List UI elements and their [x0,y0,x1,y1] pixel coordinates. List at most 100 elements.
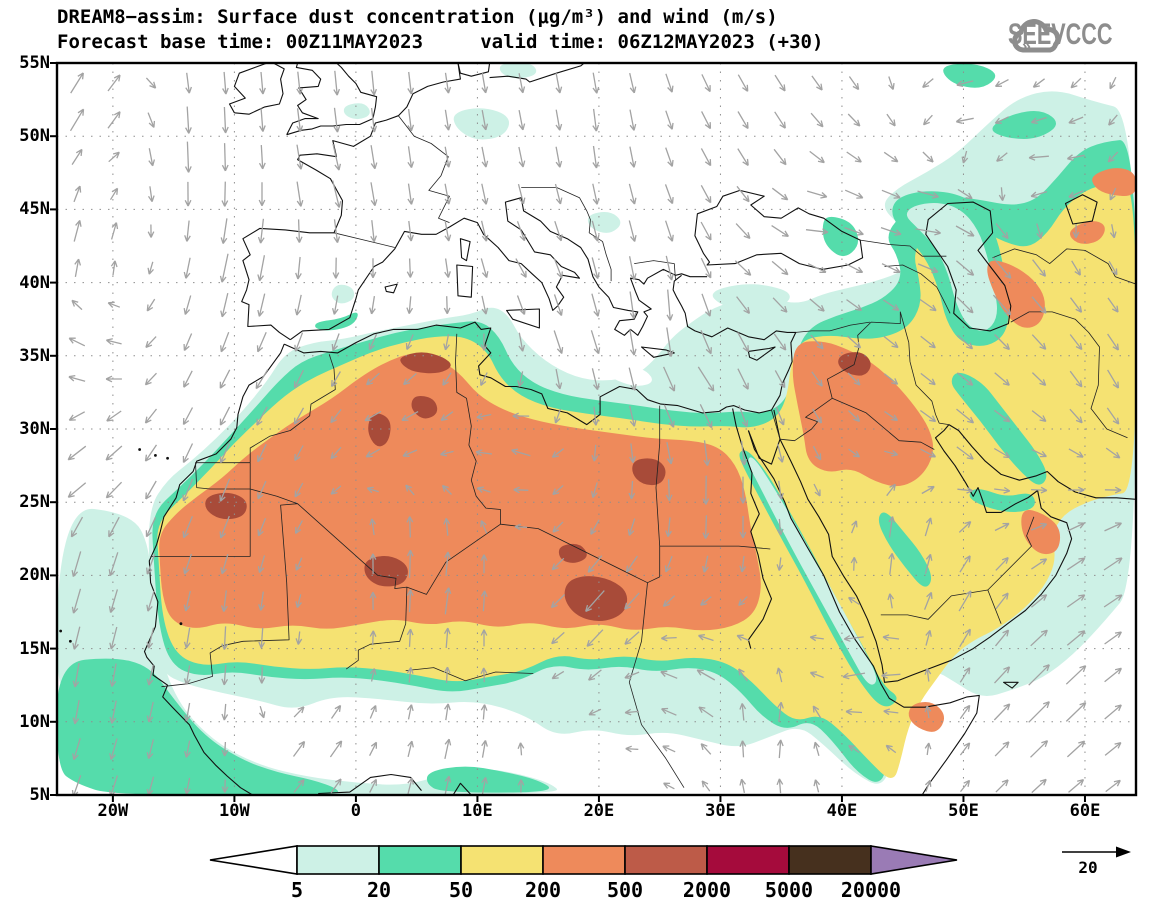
lon-label-40E: 40E [826,801,858,821]
border-algeria-ring [249,333,501,595]
cloud-icon: » [1012,19,1061,55]
colorbar-value-5: 5 [290,878,304,902]
lat-label-30N: 30N [19,419,50,439]
border-armenia-iran [884,264,951,314]
coastline-med-north-coast [289,197,708,341]
dust-region-zagros-gulf-teal [951,372,1047,485]
border-iran-turkmen-afghan [1010,311,1128,439]
lon-label-10W: 10W [219,801,250,821]
coastline-denmark-baltic [457,63,491,77]
border-egypt-sudan [659,545,771,550]
coastline-baltic-south [489,63,585,83]
lat-label-20N: 20N [19,565,50,586]
svg-text:»: » [1022,38,1031,55]
border-greece-bulgaria-turkey [634,260,676,280]
coastline-socotra [1003,681,1019,689]
dust-region-mideast-orange [792,341,934,487]
border-georgia-azerbaijan [860,239,947,257]
coastline-aral-ring [1064,194,1098,225]
colorbar-value-2000: 2000 [682,878,732,902]
coastline-corsica [459,238,471,262]
colorbar-value-500: 500 [606,878,644,902]
dust-region-sw-crete-white-lens [604,360,652,386]
dust-region-spain-cyan-patch [331,284,355,304]
coastline-north-africa-levant-turkey [283,274,797,426]
dust-region-mali-core [364,556,408,587]
coastline-cyprus [747,346,776,361]
coastline-blacksea-ring [694,189,864,270]
coastline-iran-south-coast [948,424,1136,500]
colorbar-segment-2000 [706,845,790,875]
lon-label-0: 0 [350,801,362,821]
colorbar [209,845,958,875]
border-iran-iraq [908,342,949,425]
border-morocco-algeria [249,354,336,463]
colorbar-value-50: 50 [448,878,474,902]
coastline-sinai [747,409,781,465]
coastline-sardinia [456,264,474,298]
wind-reference [1062,846,1131,858]
border-france-germany-italy [398,115,450,223]
dust-region-arabia-teal-diagonal [878,512,932,587]
lat-label-40N: 40N [19,272,50,293]
coastline-gb-west [286,63,322,135]
lon-label-20W: 20W [97,801,129,821]
coastline-crete [640,346,675,358]
border-mali-mauritania [161,503,298,688]
dust-region-serbia-cyan-patch [587,212,621,233]
dust-region-somalia-orange [908,702,945,732]
border-turkey-syria [795,321,870,333]
dust-region-ne-teal-patch [992,111,1056,139]
colorbar-segment-20 [378,845,462,875]
seevccc-logo: » SEEVCCC [1008,18,1153,55]
dust-region-east-caspian-orange [987,260,1045,328]
wind-reference-label: 20 [1078,858,1098,877]
dust-region-north-algeria-core [400,352,451,374]
coastline-iberia-france-north [241,63,461,341]
colorbar-segment-5 [296,845,380,875]
border-egypt-israel [771,409,781,440]
coastline-ireland-east [234,63,285,115]
lat-label-10N: 10N [19,711,50,732]
colorbar-segment-500 [624,845,708,875]
chart-subtitle: Forecast base time: 00Z11MAY2023 valid t… [57,31,824,53]
dust-region-germany-cyan-patch [453,108,510,140]
coastline-sicily [506,308,540,329]
dust-region-oman-orange [1021,510,1061,555]
lon-label-10E: 10E [462,801,493,821]
dust-region-top-teal-patch [943,63,996,88]
lon-label-60E: 60E [1069,801,1101,821]
lat-label-25N: 25N [19,492,50,513]
colorbar-value-5000: 5000 [764,878,814,902]
border-saudi-yemen-oman [880,589,1002,624]
dust-region-tibesti-core [558,543,587,563]
coastline-mallorca [384,283,398,294]
wind-arrows [67,70,1123,795]
dust-region-kazakh-orange-spot [1070,221,1105,244]
lat-label-15N: 15N [19,638,50,659]
border-chad-sudan [628,582,685,788]
colorbar-value-200: 200 [524,878,562,902]
border-oman-uae [987,516,1035,591]
colorbar-segment-50 [460,845,544,875]
lat-label-5N: 5N [29,785,50,805]
colorbar-segment-5000 [788,845,872,875]
dust-region-england-cyan-patch [343,103,370,120]
lat-label-50N: 50N [19,126,50,147]
lon-label-50E: 50E [948,801,979,821]
dust-region-mauritania-core [205,492,247,520]
lon-label-30E: 30E [705,801,736,821]
colorbar-value-20: 20 [366,878,392,902]
lat-label-45N: 45N [19,199,50,220]
lat-label-55N: 55N [19,53,50,73]
dust-region-south-algeria-core [411,396,438,419]
border-west-sahara [150,462,251,557]
colorbar-right-arrow [870,845,958,875]
coastline-arabia-coast [779,424,1073,683]
dust-region-chad-core [564,576,628,621]
coastline-cameroon-coast [452,782,472,795]
dust-region-ne-corner-orange [1092,168,1136,197]
border-france-spain [333,232,395,248]
